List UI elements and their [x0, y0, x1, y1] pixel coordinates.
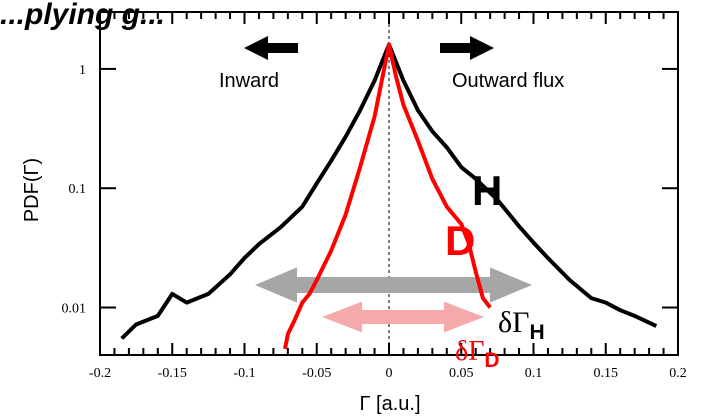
x-tick-label: 0.2	[669, 366, 687, 381]
x-tick-label: 0.15	[594, 366, 619, 381]
x-tick-label: -0.15	[158, 366, 187, 381]
x-tick-label: -0.1	[233, 366, 255, 381]
x-axis-title: Γ [a.u.]	[359, 393, 420, 415]
width-arrows	[255, 267, 532, 333]
x-tick-label: 0.05	[449, 366, 474, 381]
title-fragment: ...plying g...	[0, 0, 165, 31]
d-width-arrow	[322, 301, 484, 333]
tick-labels: -0.2 -0.15 -0.1 -0.05 0 0.05 0.1 0.15 0.2 0.01 0.1…	[62, 63, 687, 381]
y-tick-label: 0.1	[69, 182, 87, 197]
inward-label: Inward	[219, 70, 279, 92]
inward-arrow-icon	[244, 36, 298, 60]
y-tick-label: 0.01	[62, 302, 87, 317]
x-tick-label: 0	[386, 366, 393, 381]
y-tick-label: 1	[79, 63, 86, 78]
h-series-label: H	[472, 167, 502, 214]
x-tick-label: 0.1	[525, 366, 543, 381]
d-series-label: D	[445, 217, 475, 264]
x-tick-label: -0.05	[302, 366, 331, 381]
x-tick-label: -0.2	[89, 366, 111, 381]
series-d-line	[283, 42, 492, 350]
series-group	[120, 42, 658, 350]
outward-label: Outward flux	[452, 70, 564, 92]
h-width-arrow	[255, 267, 532, 303]
delta-gamma-d: δΓD	[455, 336, 500, 372]
ticks	[99, 12, 679, 355]
outward-arrow-icon	[440, 36, 494, 60]
delta-gamma-h: δΓH	[498, 306, 545, 344]
direction-arrows	[244, 36, 494, 60]
y-axis-title: PDF(Γ)	[21, 158, 43, 222]
